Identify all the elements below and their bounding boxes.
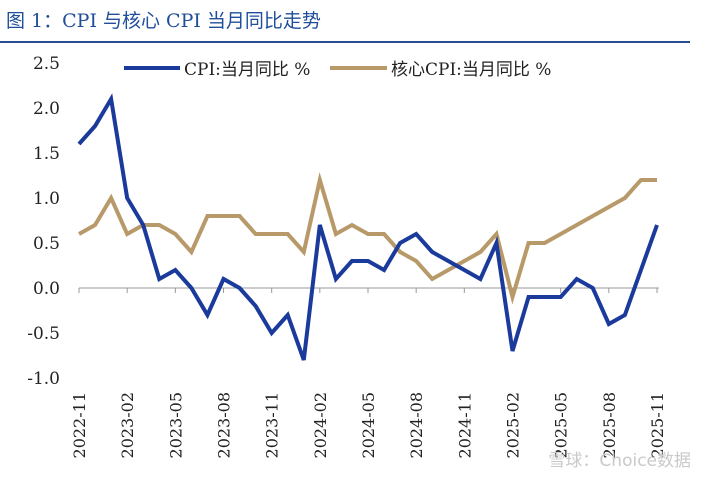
series-line-cpi — [77, 93, 659, 361]
legend-item-cpi: CPI:当月同比 % — [124, 60, 310, 80]
y-axis: -1.0 -0.5 0.0 0.5 1.0 1.5 2.0 2.5 — [27, 54, 60, 389]
legend-item-core-cpi: 核心CPI:当月同比 % — [330, 60, 551, 80]
x-tick-label: 2024-02 — [311, 392, 330, 458]
x-tick-label: 2025-05 — [552, 392, 571, 458]
x-tick-label: 2024-05 — [359, 392, 378, 458]
x-tick-label: 2025-02 — [504, 392, 523, 458]
x-tick-label: 2023-05 — [166, 392, 185, 458]
legend-label: CPI:当月同比 % — [184, 60, 310, 80]
y-tick-label: 1.5 — [33, 144, 60, 164]
title-divider — [0, 41, 690, 43]
x-tick-label: 2022-11 — [70, 392, 89, 458]
x-tick-label: 2023-08 — [215, 392, 234, 458]
legend-label: 核心CPI:当月同比 % — [391, 60, 551, 80]
series-layer — [77, 93, 659, 361]
x-tick-label: 2025-11 — [648, 392, 667, 458]
figure-title: 图 1：CPI 与核心 CPI 当月同比走势 — [6, 10, 321, 32]
x-tick-label: 2024-08 — [407, 392, 426, 458]
y-tick-label: 2.5 — [33, 54, 60, 74]
x-tick-label: 2023-02 — [118, 392, 137, 458]
x-tick-label: 2024-11 — [455, 392, 474, 458]
y-tick-label: 1.0 — [33, 189, 60, 209]
series-line-core-cpi — [78, 172, 657, 305]
y-tick-label: -0.5 — [27, 324, 60, 344]
x-axis: 2022-11 2023-02 2023-05 2023-08 2023-11 2024-… — [70, 287, 667, 458]
y-tick-label: -1.0 — [27, 369, 60, 389]
y-tick-label: 2.0 — [33, 99, 60, 119]
x-tick-label: 2023-11 — [263, 392, 282, 458]
y-tick-label: 0.5 — [33, 234, 60, 254]
x-tick-label: 2025-08 — [600, 392, 619, 458]
legend: CPI:当月同比 % 核心CPI:当月同比 % — [124, 60, 551, 80]
watermark-text: 雪球：Choice数据 — [548, 451, 691, 471]
y-tick-label: 0.0 — [33, 279, 60, 299]
